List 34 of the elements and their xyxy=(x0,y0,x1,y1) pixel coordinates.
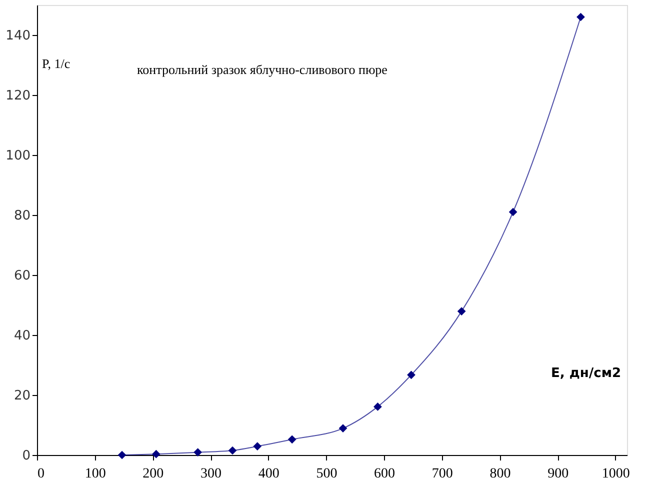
y-tick-label: 60 xyxy=(14,268,30,284)
point xyxy=(338,424,348,432)
x-tick-label: 700 xyxy=(432,466,453,482)
point xyxy=(576,12,585,22)
point xyxy=(407,370,416,380)
x-tick-label: 0 xyxy=(38,466,44,482)
y-axis-title: P, 1/c xyxy=(42,56,70,71)
y-tick-label: 120 xyxy=(6,88,30,104)
point xyxy=(288,435,296,444)
x-tick-label: 200 xyxy=(142,466,164,482)
y-tick-label: 0 xyxy=(22,448,30,464)
x-axis-title: E, дн/см2 xyxy=(551,366,621,381)
point xyxy=(118,450,126,460)
point xyxy=(152,450,160,458)
point xyxy=(508,208,518,216)
x-tick-label: 100 xyxy=(84,466,106,482)
point xyxy=(194,448,202,456)
point xyxy=(253,442,262,450)
x-tick-label: 300 xyxy=(200,466,222,482)
x-tick-label: 800 xyxy=(490,466,511,482)
point xyxy=(228,446,237,455)
point xyxy=(457,307,466,316)
y-tick-label: 20 xyxy=(14,388,30,404)
y-tick-label: 140 xyxy=(6,28,30,44)
y-tick-label: 100 xyxy=(6,148,30,164)
text: контрольний зразок яблучно-сливового пюре xyxy=(137,62,388,77)
x-tick-label: 400 xyxy=(258,466,280,482)
point xyxy=(374,402,382,411)
y-tick-label: 80 xyxy=(14,208,30,224)
x-tick-label: 1000 xyxy=(602,466,630,482)
x-tick-label: 600 xyxy=(374,466,396,482)
x-tick-label: 900 xyxy=(548,466,569,482)
x-tick-label: 500 xyxy=(316,466,338,482)
y-tick-label: 40 xyxy=(14,328,30,344)
